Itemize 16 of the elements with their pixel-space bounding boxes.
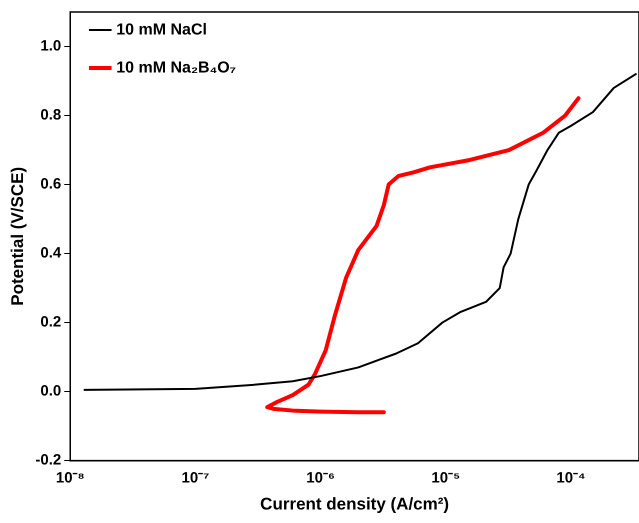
x-tick-label: 10⁻⁵ [431, 470, 460, 487]
x-tick-label: 10⁻⁸ [56, 470, 85, 487]
x-tick-label: 10⁻⁴ [556, 470, 586, 487]
x-axis-title: Current density (A/cm²) [260, 494, 450, 514]
y-tick-label: 0.8 [40, 106, 62, 124]
y-tick-label: -0.2 [35, 452, 62, 469]
y-tick-label: 0.0 [40, 382, 62, 400]
y-axis-title: Potential (V/SCE) [8, 166, 27, 306]
x-tick-label: 10⁻⁷ [181, 470, 210, 487]
y-tick-label: 0.2 [40, 314, 62, 331]
x-tick-label: 10⁻⁶ [306, 470, 335, 487]
y-tick-label: 0.4 [40, 244, 62, 262]
y-tick-label: 1.0 [40, 38, 62, 55]
legend-label: 10 mM NaCl [116, 21, 207, 38]
legend-label: 10 mM Na₂B₄O₇ [116, 59, 236, 76]
y-tick-label: 0.6 [40, 176, 62, 193]
